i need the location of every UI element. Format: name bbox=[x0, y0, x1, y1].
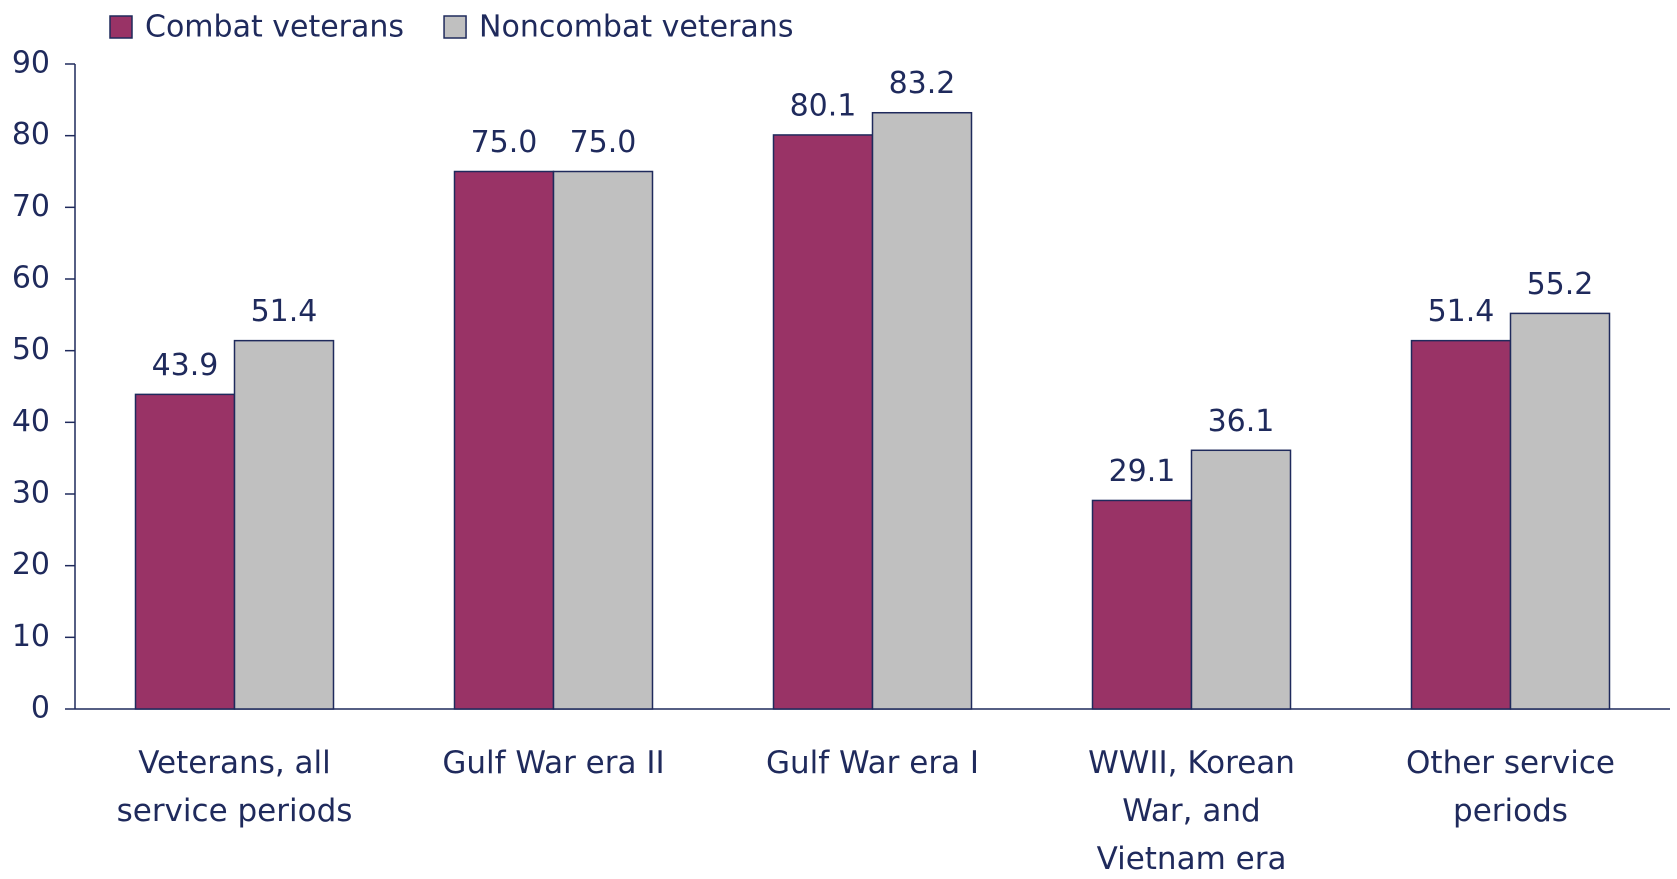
bar bbox=[1410, 339, 1512, 710]
x-tick-label: Gulf War era II bbox=[442, 745, 665, 781]
y-tick-label: 20 bbox=[12, 547, 50, 582]
y-tick-label: 70 bbox=[12, 189, 50, 224]
value-label: 51.4 bbox=[1428, 294, 1495, 329]
legend-swatch bbox=[443, 15, 467, 39]
bar bbox=[552, 170, 654, 710]
y-tick-label: 60 bbox=[12, 261, 50, 296]
bar bbox=[453, 170, 555, 710]
value-label: 36.1 bbox=[1208, 404, 1275, 439]
legend-label: Noncombat veterans bbox=[479, 10, 793, 45]
bar bbox=[1190, 449, 1292, 710]
y-tick-label: 90 bbox=[12, 46, 50, 81]
value-label: 43.9 bbox=[152, 348, 219, 383]
y-tick-label: 0 bbox=[31, 691, 50, 726]
x-tick-label: WWII, Korean War, and Vietnam era bbox=[1088, 745, 1295, 877]
value-label: 51.4 bbox=[251, 294, 318, 329]
x-tick-label: Gulf War era I bbox=[765, 745, 980, 781]
x-tick-label: Other service periods bbox=[1406, 745, 1615, 829]
bar bbox=[1509, 312, 1611, 710]
y-tick-label: 30 bbox=[12, 476, 50, 511]
y-tick-label: 50 bbox=[12, 332, 50, 367]
value-label: 29.1 bbox=[1109, 454, 1176, 489]
legend-swatch bbox=[109, 15, 133, 39]
value-label: 80.1 bbox=[790, 88, 857, 123]
value-label: 75.0 bbox=[570, 125, 637, 160]
y-tick-label: 10 bbox=[12, 619, 50, 654]
value-label: 55.2 bbox=[1527, 267, 1594, 302]
bar bbox=[233, 339, 335, 710]
x-tick-label: Veterans, all service periods bbox=[116, 745, 353, 829]
y-tick-label: 40 bbox=[12, 404, 50, 439]
bar bbox=[1091, 499, 1193, 710]
value-label: 83.2 bbox=[889, 66, 956, 101]
bar bbox=[871, 111, 973, 710]
y-tick-label: 80 bbox=[12, 117, 50, 152]
legend-label: Combat veterans bbox=[145, 10, 404, 45]
value-label: 75.0 bbox=[471, 125, 538, 160]
bar bbox=[772, 134, 874, 710]
bar bbox=[134, 393, 236, 710]
